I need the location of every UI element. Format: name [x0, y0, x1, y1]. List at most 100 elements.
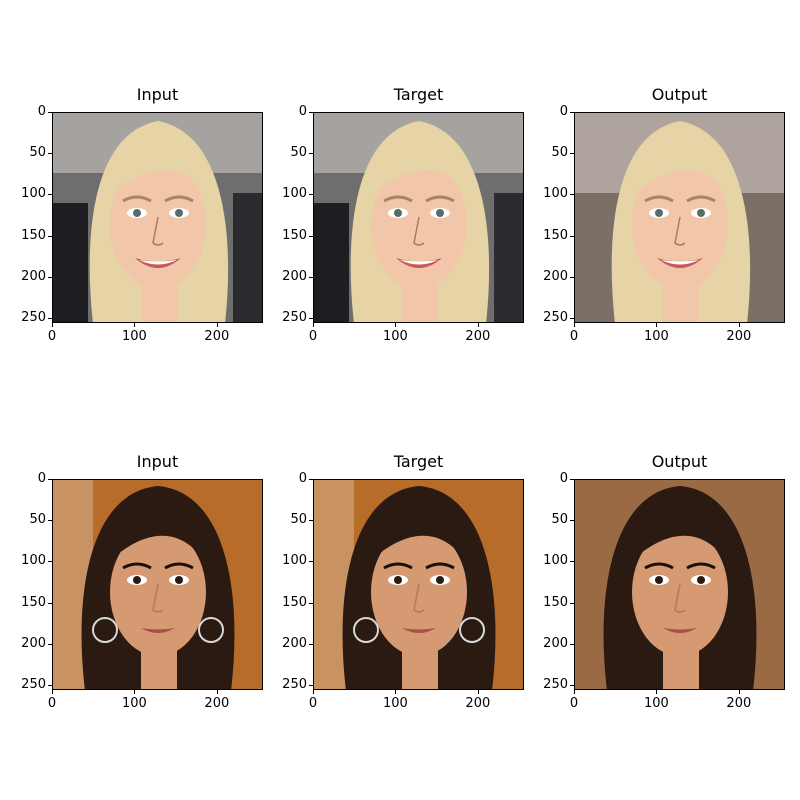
eyebrow-right	[425, 562, 455, 570]
panel-title: Input	[136, 452, 179, 471]
background-person-left	[314, 203, 349, 322]
x-tick-mark	[313, 323, 314, 327]
y-tick-label: 200	[282, 635, 307, 651]
image-frame	[52, 479, 263, 690]
x-tick-mark	[216, 690, 218, 694]
x-tick-label: 100	[644, 329, 669, 344]
y-tick-mark	[570, 153, 574, 155]
eyebrow-left	[383, 195, 413, 203]
panel-title: Target	[393, 452, 444, 471]
x-tick-mark	[216, 323, 218, 327]
x-tick-mark	[738, 323, 740, 327]
eyebrow-left	[383, 562, 413, 570]
y-tick-mark	[309, 643, 313, 645]
eyebrow-right	[686, 562, 716, 570]
y-tick-label: 100	[543, 186, 568, 202]
x-tick-label: 200	[726, 329, 752, 344]
y-tick-mark	[48, 112, 52, 113]
panel-title: Output	[651, 452, 708, 471]
x-tick-mark	[477, 690, 479, 694]
y-tick-label: 0	[298, 104, 307, 119]
x-tick-mark	[395, 323, 397, 327]
y-tick-label: 250	[21, 310, 46, 326]
y-tick-label: 200	[543, 635, 568, 651]
mouth	[402, 628, 436, 633]
image-frame	[313, 112, 524, 323]
earring-left	[92, 617, 118, 643]
teeth	[661, 260, 699, 265]
pupil-left	[394, 576, 402, 584]
background-person-right	[494, 193, 523, 322]
y-tick-label: 50	[290, 512, 307, 528]
x-tick-label: 100	[383, 329, 408, 344]
face-image	[53, 113, 262, 322]
panel-r1-c3: Output 0 50 100 150 200 250 0 100 200	[543, 85, 785, 344]
y-tick-label: 250	[543, 677, 568, 693]
x-tick-label: 200	[465, 696, 491, 711]
image-frame	[52, 112, 263, 323]
nose	[152, 583, 164, 613]
x-tick-mark	[52, 323, 53, 327]
y-tick-mark	[570, 561, 574, 563]
image-frame	[574, 112, 785, 323]
x-tick-label: 0	[47, 329, 57, 344]
eyebrow-left	[644, 562, 674, 570]
y-tick-label: 150	[282, 227, 307, 243]
pupil-right	[436, 576, 444, 584]
x-tick-label: 0	[308, 696, 318, 711]
earring-right	[198, 617, 224, 643]
face	[110, 161, 206, 289]
x-tick-label: 0	[569, 329, 579, 344]
panel-title: Input	[136, 85, 179, 104]
face	[632, 528, 728, 656]
face-image	[575, 480, 784, 689]
y-tick-label: 100	[282, 553, 307, 569]
earring-right	[459, 617, 485, 643]
x-tick-mark	[574, 690, 575, 694]
background-person-right	[233, 193, 262, 322]
y-tick-mark	[309, 602, 313, 604]
hair-fringe	[635, 496, 728, 562]
y-tick-mark	[48, 520, 52, 522]
image-frame	[574, 479, 785, 690]
mouth	[141, 628, 175, 633]
y-tick-label: 50	[551, 512, 568, 528]
pupil-left	[655, 209, 663, 217]
y-tick-label: 0	[559, 471, 568, 486]
nose	[674, 216, 686, 246]
pupil-left	[133, 209, 141, 217]
y-tick-mark	[48, 479, 52, 480]
y-tick-mark	[48, 602, 52, 604]
pupil-right	[697, 209, 705, 217]
face	[371, 161, 467, 289]
y-tick-label: 250	[21, 677, 46, 693]
y-tick-mark	[309, 479, 313, 480]
y-tick-mark	[309, 194, 313, 196]
y-tick-mark	[309, 276, 313, 278]
x-tick-mark	[134, 323, 136, 327]
y-tick-mark	[309, 318, 313, 320]
y-tick-label: 200	[543, 268, 568, 284]
y-tick-label: 150	[282, 594, 307, 610]
y-tick-label: 0	[298, 471, 307, 486]
y-tick-mark	[48, 153, 52, 155]
panel-r2-c2: Target 0 50 100 150 200 250 0 100 200	[282, 452, 524, 711]
panel-title: Output	[651, 85, 708, 104]
background-person-left	[53, 203, 88, 322]
x-tick-mark	[134, 690, 136, 694]
x-tick-mark	[395, 690, 397, 694]
y-tick-label: 150	[21, 227, 46, 243]
nose	[152, 216, 164, 246]
y-tick-label: 250	[543, 310, 568, 326]
y-tick-label: 0	[37, 471, 46, 486]
panel-r2-c1: Input 0 50 100 150 200 250 0 100 200	[21, 452, 263, 711]
x-tick-label: 0	[308, 329, 318, 344]
earring-left	[353, 617, 379, 643]
pupil-right	[697, 576, 705, 584]
y-tick-mark	[309, 520, 313, 522]
face-image	[314, 113, 523, 322]
face-image	[53, 480, 262, 689]
face	[632, 161, 728, 289]
hair-fringe	[111, 131, 210, 203]
x-tick-label: 200	[204, 696, 230, 711]
